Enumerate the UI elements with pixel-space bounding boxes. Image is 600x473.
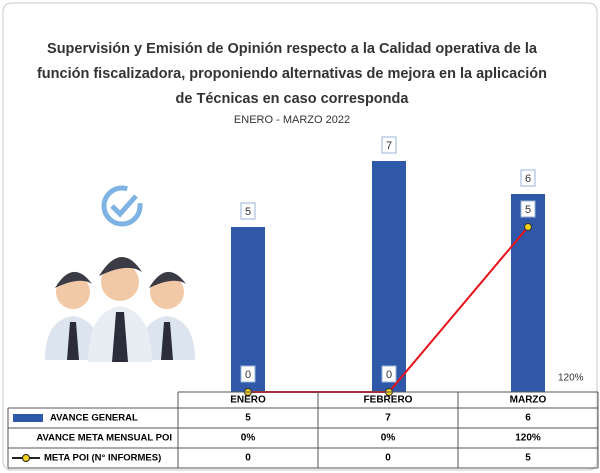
data-label-box: [381, 136, 397, 154]
table-cell: 7: [385, 413, 391, 424]
data-label-box: [520, 169, 536, 187]
table-cell: 5: [245, 413, 251, 424]
title-group: Supervisión y Emisión de Opinión respect…: [37, 41, 547, 107]
legend-swatch: [22, 454, 30, 462]
chart-title: de Técnicas en caso corresponda: [176, 91, 410, 107]
table-cell: 120%: [515, 433, 541, 444]
chart-title: función fiscalizadora, proponiendo alter…: [37, 66, 547, 82]
x-tick-label: ENERO: [230, 395, 266, 406]
table-cell: 6: [525, 413, 531, 424]
data-label: 7: [386, 140, 392, 152]
data-label: 0: [245, 369, 251, 381]
bar: [372, 161, 406, 392]
x-tick-label: FEBRERO: [364, 395, 413, 406]
data-label: 120%: [558, 373, 584, 384]
table-cell: 0: [385, 453, 391, 464]
data-label-box: [520, 200, 536, 218]
illustration: [45, 185, 195, 362]
subtitle: ENERO - MARZO 2022: [234, 114, 350, 126]
data-label-box: [240, 202, 256, 220]
legend-swatch: [13, 414, 43, 422]
data-label-box: [240, 365, 256, 383]
data-label-box: [381, 365, 397, 383]
legend-label: META POI (N° INFORMES): [44, 453, 161, 464]
data-label: 0: [386, 369, 392, 381]
chart-title: Supervisión y Emisión de Opinión respect…: [47, 41, 538, 57]
data-label: 5: [245, 206, 251, 218]
data-label: 6: [525, 173, 531, 185]
x-tick-label: MARZO: [510, 395, 547, 406]
table-cell: 0%: [381, 433, 396, 444]
table-cell: 0: [245, 453, 251, 464]
data-label: 5: [525, 204, 531, 216]
table-cell: 5: [525, 453, 531, 464]
table-cell: 0%: [241, 433, 256, 444]
line-marker: [524, 223, 532, 231]
legend-label: AVANCE META MENSUAL POI: [36, 433, 172, 444]
legend-label: AVANCE GENERAL: [50, 413, 138, 424]
bar: [231, 227, 265, 392]
